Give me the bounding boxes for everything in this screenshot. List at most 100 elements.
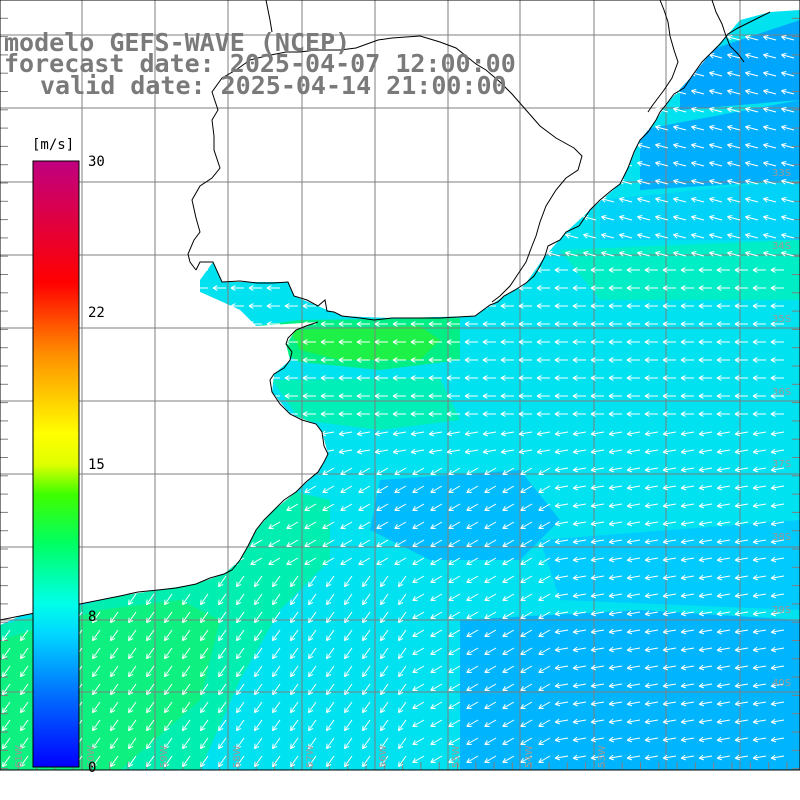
- wind-arrow: [770, 628, 785, 635]
- wind-arrow: [182, 719, 191, 732]
- wind-arrow: [518, 339, 532, 345]
- wind-arrow: [572, 430, 587, 437]
- wind-arrow: [520, 503, 533, 511]
- wind-arrow: [662, 610, 677, 617]
- wind-arrow: [734, 646, 749, 653]
- wind-arrow: [734, 484, 749, 491]
- wind-arrow: [2, 755, 11, 768]
- wind-arrow: [554, 520, 569, 527]
- wind-arrow: [727, 142, 741, 149]
- wind-arrow: [218, 647, 227, 660]
- wind-arrow: [680, 430, 695, 437]
- wind-arrow: [770, 664, 785, 671]
- wind-arrow: [128, 755, 137, 768]
- wind-arrow: [745, 106, 759, 113]
- wind-arrow: [254, 719, 263, 732]
- wind-arrow: [662, 484, 677, 491]
- wind-arrow: [374, 339, 388, 345]
- wind-arrow: [554, 393, 568, 399]
- wind-arrow: [590, 303, 604, 309]
- wind-arrow: [466, 647, 479, 655]
- wind-arrow: [626, 700, 641, 707]
- wind-arrow: [662, 285, 676, 291]
- wind-arrow: [680, 754, 695, 761]
- wind-arrow: [572, 736, 587, 743]
- wind-arrow: [763, 214, 777, 221]
- wind-arrow: [448, 503, 461, 511]
- wind-arrow: [745, 250, 759, 257]
- wind-arrow: [412, 521, 425, 529]
- wind-arrow: [554, 285, 568, 291]
- wind-arrow: [691, 232, 705, 239]
- lat-label: 37S: [772, 459, 791, 470]
- wind-arrow: [637, 196, 651, 203]
- wind-arrow: [655, 160, 669, 167]
- wind-arrow: [266, 375, 280, 381]
- wind-arrow: [745, 52, 759, 59]
- wind-arrow: [394, 503, 407, 511]
- wind-arrow: [770, 466, 785, 473]
- wind-arrow: [326, 755, 335, 768]
- wind-arrow: [698, 700, 713, 707]
- wind-arrow: [626, 484, 641, 491]
- wind-arrow: [626, 754, 641, 761]
- wind-arrow: [182, 611, 191, 624]
- wind-arrow: [680, 357, 694, 363]
- wind-arrow: [698, 592, 713, 599]
- wind-arrow: [655, 196, 669, 203]
- wind-arrow: [338, 411, 352, 417]
- wind-arrow: [410, 430, 425, 437]
- wind-arrow: [236, 575, 245, 588]
- wind-arrow: [376, 521, 389, 529]
- wind-arrow: [680, 520, 695, 527]
- wind-arrow: [655, 250, 669, 257]
- wind-arrow: [536, 321, 550, 327]
- wind-arrow: [230, 285, 244, 291]
- wind-arrow: [340, 485, 353, 493]
- wind-arrow: [536, 285, 550, 291]
- wind-arrow: [626, 375, 640, 381]
- wind-arrow: [2, 719, 11, 732]
- wind-arrow: [520, 611, 533, 619]
- wind-arrow: [698, 664, 713, 671]
- wind-arrow: [412, 719, 425, 727]
- wind-arrow: [362, 647, 371, 660]
- wind-arrow: [182, 665, 191, 678]
- wind-arrow: [655, 124, 669, 131]
- wind-arrow: [484, 593, 497, 601]
- wind-arrow: [484, 737, 497, 745]
- wind-arrow: [626, 502, 641, 509]
- wind-arrow: [644, 754, 659, 761]
- wind-arrow: [770, 592, 785, 599]
- wind-arrow: [200, 665, 209, 678]
- wind-arrow: [236, 647, 245, 660]
- wind-arrow: [380, 701, 389, 714]
- wind-arrow: [446, 393, 460, 399]
- wind-arrow: [286, 521, 299, 529]
- wind-arrow: [502, 611, 515, 619]
- wind-arrow: [590, 556, 605, 563]
- wind-arrow: [344, 593, 353, 606]
- wind-arrow: [146, 737, 155, 750]
- wind-arrow: [572, 375, 586, 381]
- wind-arrow: [673, 214, 687, 221]
- wind-arrow: [698, 718, 713, 725]
- wind-arrow: [266, 393, 280, 399]
- wind-arrow: [392, 357, 406, 363]
- wind-arrow: [752, 610, 767, 617]
- wind-arrow: [770, 448, 785, 455]
- wind-arrow: [608, 736, 623, 743]
- wind-arrow: [290, 701, 299, 714]
- wind-arrow: [520, 755, 533, 763]
- wind-arrow: [374, 430, 389, 437]
- wind-arrow: [698, 321, 712, 327]
- wind-arrow: [716, 393, 730, 399]
- wind-arrow: [626, 628, 641, 635]
- wind-arrow: [500, 448, 515, 455]
- wind-arrow: [781, 106, 795, 113]
- wind-arrow: [410, 375, 424, 381]
- wind-arrow: [502, 557, 515, 565]
- wind-arrow: [698, 285, 712, 291]
- wind-arrow: [745, 178, 759, 185]
- wind-arrow: [376, 467, 389, 475]
